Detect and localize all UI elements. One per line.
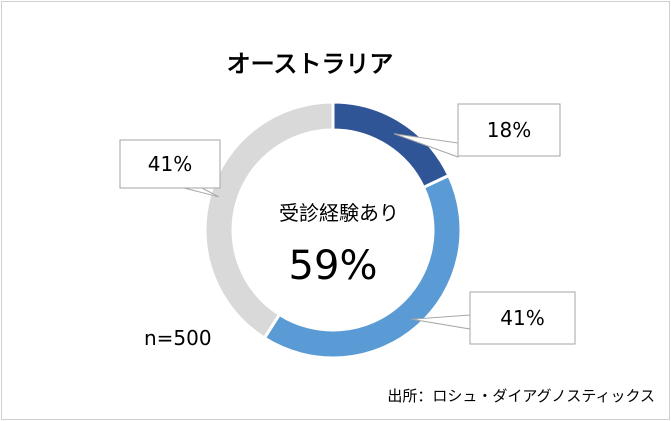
sample-size: n=500 [144,326,212,350]
center-value: 59% [289,243,378,289]
center-label: 受診経験あり [279,201,399,225]
source-note: 出所：ロシュ・ダイアグノスティックス [387,387,655,405]
callout-box-fill-1 [471,293,574,343]
slice-label-2: 41% [148,152,192,176]
callout-box-fill-2 [121,141,219,187]
slices-group [203,100,463,360]
callouts-group: 18% 41% 41% [119,103,576,345]
slice-label-0: 18% [487,118,531,142]
chart-title: オーストラリア [226,50,394,78]
slice-label-1: 41% [500,306,544,330]
callout-box-fill-0 [459,105,559,155]
slice-2 [203,100,335,341]
